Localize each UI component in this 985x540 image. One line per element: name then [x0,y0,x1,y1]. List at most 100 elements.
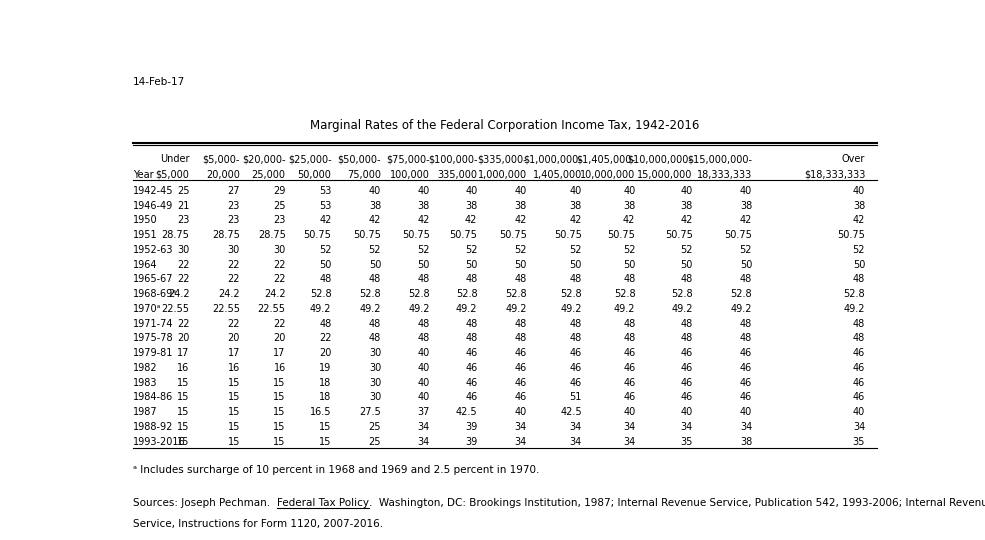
Text: 40: 40 [681,407,692,417]
Text: 48: 48 [418,333,430,343]
Text: 48: 48 [418,274,430,285]
Text: 49.2: 49.2 [560,304,582,314]
Text: 38: 38 [418,200,430,211]
Text: 51: 51 [569,393,582,402]
Text: 46: 46 [569,348,582,358]
Text: 40: 40 [465,186,478,196]
Text: 15: 15 [228,422,240,432]
Text: 50.75: 50.75 [303,230,332,240]
Text: 28.75: 28.75 [258,230,286,240]
Text: 49.2: 49.2 [614,304,635,314]
Text: 23: 23 [228,200,240,211]
Text: $100,000-: $100,000- [427,154,478,164]
Text: 42: 42 [623,215,635,225]
Text: 18,333,333: 18,333,333 [697,170,753,180]
Text: 46: 46 [681,393,692,402]
Text: 30: 30 [177,245,189,255]
Text: 48: 48 [515,319,527,329]
Text: 46: 46 [515,363,527,373]
Text: 50.75: 50.75 [608,230,635,240]
Text: 15: 15 [228,437,240,447]
Text: 20: 20 [319,348,332,358]
Text: 50: 50 [514,260,527,269]
Text: 46: 46 [681,363,692,373]
Text: 50: 50 [465,260,478,269]
Text: 52.8: 52.8 [310,289,332,299]
Text: 48: 48 [369,274,381,285]
Text: 52.8: 52.8 [505,289,527,299]
Text: 48: 48 [624,319,635,329]
Text: 49.2: 49.2 [456,304,478,314]
Text: 46: 46 [465,377,478,388]
Text: $75,000-: $75,000- [386,154,430,164]
Text: 20: 20 [274,333,286,343]
Text: 46: 46 [624,348,635,358]
Text: 15: 15 [228,393,240,402]
Text: 22: 22 [228,319,240,329]
Text: 17: 17 [274,348,286,358]
Text: 20: 20 [228,333,240,343]
Text: 42: 42 [465,215,478,225]
Text: 50.75: 50.75 [354,230,381,240]
Text: 46: 46 [740,348,753,358]
Text: 1979-81: 1979-81 [133,348,173,358]
Text: 50.75: 50.75 [724,230,753,240]
Text: 40: 40 [681,186,692,196]
Text: 20: 20 [177,333,189,343]
Text: 49.2: 49.2 [843,304,865,314]
Text: 30: 30 [228,245,240,255]
Text: 1988-92: 1988-92 [133,422,173,432]
Text: 22: 22 [273,319,286,329]
Text: 48: 48 [569,319,582,329]
Text: $5,000: $5,000 [156,170,189,180]
Text: 34: 34 [740,422,753,432]
Text: 15: 15 [319,422,332,432]
Text: 53: 53 [319,200,332,211]
Text: 25: 25 [368,422,381,432]
Text: 30: 30 [369,377,381,388]
Text: 50.75: 50.75 [449,230,478,240]
Text: 50: 50 [569,260,582,269]
Text: 15: 15 [319,437,332,447]
Text: 25: 25 [273,200,286,211]
Text: 25: 25 [177,186,189,196]
Text: Service, Instructions for Form 1120, 2007-2016.: Service, Instructions for Form 1120, 200… [133,519,383,529]
Text: 25: 25 [368,437,381,447]
Text: 34: 34 [569,437,582,447]
Text: Under: Under [160,154,189,164]
Text: 15: 15 [177,377,189,388]
Text: 37: 37 [418,407,430,417]
Text: 34: 34 [853,422,865,432]
Text: 1982: 1982 [133,363,158,373]
Text: 48: 48 [319,319,332,329]
Text: 48: 48 [515,274,527,285]
Text: 42: 42 [853,215,865,225]
Text: 22: 22 [319,333,332,343]
Text: 16: 16 [177,363,189,373]
Text: 38: 38 [515,200,527,211]
Text: 34: 34 [418,437,430,447]
Text: 46: 46 [853,363,865,373]
Text: 48: 48 [853,319,865,329]
Text: $20,000-: $20,000- [242,154,286,164]
Text: $15,000,000-: $15,000,000- [688,154,753,164]
Text: 1971-74: 1971-74 [133,319,173,329]
Text: 48: 48 [740,319,753,329]
Text: 15: 15 [228,407,240,417]
Text: 49.2: 49.2 [505,304,527,314]
Text: 15: 15 [274,407,286,417]
Text: 42.5: 42.5 [560,407,582,417]
Text: 48: 48 [465,333,478,343]
Text: 28.75: 28.75 [162,230,189,240]
Text: 34: 34 [681,422,692,432]
Text: 52.8: 52.8 [409,289,430,299]
Text: 48: 48 [740,274,753,285]
Text: 75,000: 75,000 [347,170,381,180]
Text: 1951: 1951 [133,230,158,240]
Text: 46: 46 [853,348,865,358]
Text: 50.75: 50.75 [554,230,582,240]
Text: 1968-69ᵃ: 1968-69ᵃ [133,289,177,299]
Text: 49.2: 49.2 [409,304,430,314]
Text: 17: 17 [177,348,189,358]
Text: 25,000: 25,000 [252,170,286,180]
